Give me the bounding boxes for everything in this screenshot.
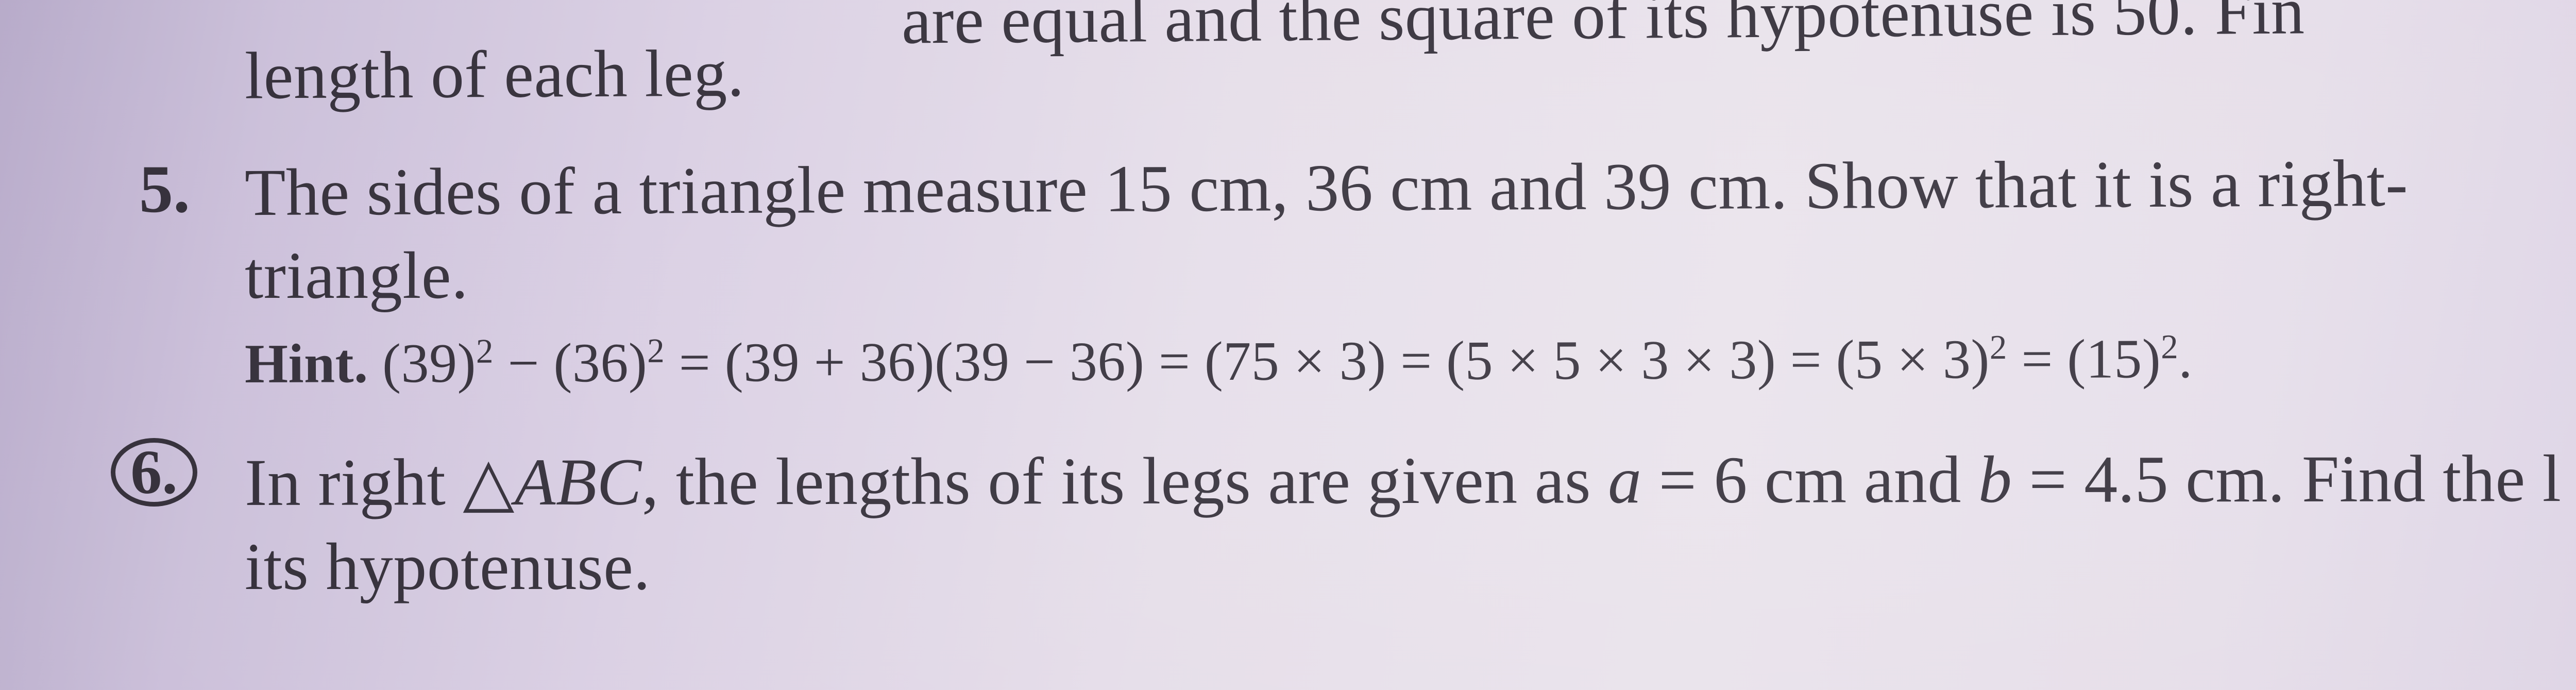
- q6-number: 6.: [130, 436, 178, 509]
- q6-var-a: a: [1608, 443, 1642, 517]
- hint-period: .: [2178, 328, 2193, 390]
- q6-number-circle: 6.: [111, 438, 197, 507]
- q6-line2: its hypotenuse.: [245, 528, 650, 605]
- hint-label: Hint.: [245, 333, 368, 395]
- q6-var-b: b: [1978, 443, 2012, 517]
- q6-abc: ABC: [515, 445, 642, 519]
- hint-seg1: − (36): [494, 332, 648, 394]
- hint-seg2: = (39 + 36)(39 − 36) = (75 × 3) = (5 × 5…: [665, 329, 1990, 394]
- hint-seg-prefix: (39): [382, 333, 476, 394]
- q5-line2: triangle.: [245, 237, 468, 314]
- q5-hint: Hint. (39)2 − (36)2 = (39 + 36)(39 − 36)…: [245, 327, 2193, 396]
- q6-seg-d: = 4.5 cm. Find the l: [2012, 442, 2561, 517]
- hint-sup-3: 2: [1990, 328, 2007, 366]
- q6-seg-a: In right △: [245, 445, 515, 520]
- q5-number: 5.: [139, 149, 190, 228]
- hint-sup-4: 2: [2161, 328, 2178, 366]
- fragment-top-left: length of each leg.: [245, 35, 744, 114]
- hint-sup-1: 2: [476, 332, 494, 371]
- q5-line1: The sides of a triangle measure 15 cm, 3…: [245, 145, 2409, 231]
- q6-seg-c: = 6 cm and: [1641, 443, 1978, 517]
- fragment-top-right: are equal and the square of its hypotenu…: [902, 0, 2305, 60]
- q6-line1: In right △ABC, the lengths of its legs a…: [245, 439, 2562, 521]
- hint-seg3: = (15): [2007, 328, 2161, 390]
- q6-seg-b: , the lengths of its legs are given as: [642, 443, 1608, 519]
- hint-sup-2: 2: [647, 332, 665, 370]
